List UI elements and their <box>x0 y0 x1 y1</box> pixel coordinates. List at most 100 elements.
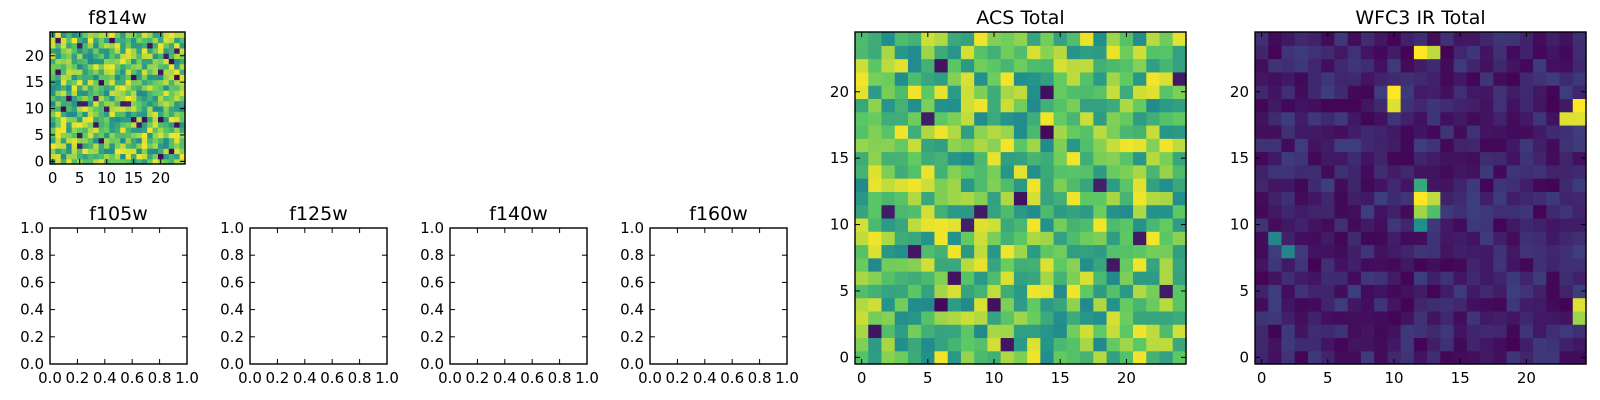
heatmap-cell <box>1106 71 1121 86</box>
heatmap-cell <box>1040 191 1055 206</box>
heatmap-cell <box>1093 45 1108 60</box>
subplot-title: ACS Total <box>976 7 1064 29</box>
heatmap-cell <box>1519 350 1534 365</box>
heatmap-cell <box>1066 337 1081 352</box>
heatmap-cell <box>1146 324 1161 339</box>
heatmap-cell <box>1000 324 1015 339</box>
heatmap-cell <box>55 111 62 118</box>
heatmap-cell <box>77 116 83 123</box>
heatmap-cell <box>1080 244 1094 259</box>
heatmap-cell <box>1466 32 1481 46</box>
heatmap-cell <box>1000 257 1015 272</box>
heatmap-cell <box>1533 191 1547 206</box>
heatmap-cell <box>174 58 181 65</box>
heatmap-cell <box>1493 98 1508 113</box>
heatmap-cell <box>60 148 67 155</box>
heatmap-cell <box>141 90 148 96</box>
heatmap-cell <box>87 58 94 65</box>
heatmap-cell <box>947 350 962 365</box>
x-tick-label: 0 <box>48 169 58 187</box>
heatmap-cell <box>93 148 100 155</box>
heatmap-cell <box>881 284 896 299</box>
heatmap-cell <box>109 53 116 59</box>
heatmap-cell <box>1321 257 1336 272</box>
heatmap-cell <box>147 47 154 54</box>
heatmap-cell <box>163 32 170 38</box>
heatmap-cell <box>77 58 83 65</box>
heatmap-cell <box>1053 164 1068 179</box>
heatmap-cell <box>1427 71 1441 86</box>
heatmap-cell <box>158 127 164 133</box>
heatmap-cell <box>120 121 127 128</box>
heatmap-cell <box>66 47 73 54</box>
heatmap-cell <box>1040 204 1055 219</box>
heatmap-cell <box>907 350 922 365</box>
heatmap-cell <box>1294 337 1309 352</box>
heatmap-cell <box>1000 85 1015 99</box>
heatmap-cell <box>1347 297 1362 312</box>
heatmap-cell <box>1387 111 1402 126</box>
heatmap-cell <box>158 121 164 128</box>
heatmap-cell <box>158 148 164 155</box>
heatmap-cell <box>131 116 137 123</box>
heatmap-cell <box>1159 32 1174 46</box>
heatmap-cell <box>1307 164 1322 179</box>
heatmap-cell <box>1255 350 1269 365</box>
heatmap-cell <box>1119 284 1134 299</box>
heatmap-cell <box>98 47 105 54</box>
heatmap-cell <box>1493 111 1508 126</box>
heatmap-cell <box>1172 138 1187 153</box>
heatmap-cell <box>1119 124 1134 139</box>
heatmap-cell <box>77 68 83 75</box>
heatmap-cell <box>1506 111 1521 126</box>
heatmap-cell <box>1172 124 1187 139</box>
heatmap-cell <box>1146 45 1161 60</box>
heatmap-cell <box>152 53 159 59</box>
heatmap-cell <box>921 231 936 246</box>
heatmap-cell <box>1106 231 1121 246</box>
heatmap-cell <box>163 63 170 70</box>
heatmap-cell <box>1374 111 1388 126</box>
heatmap-cell <box>82 127 89 133</box>
heatmap-cell <box>1027 45 1041 60</box>
heatmap-cell <box>1321 58 1336 73</box>
heatmap-cell <box>1559 217 1574 232</box>
heatmap-cell <box>1133 138 1147 153</box>
heatmap-cell <box>1533 231 1547 246</box>
heatmap-cell <box>934 138 949 153</box>
heatmap-cell <box>1546 98 1561 113</box>
heatmap-cell <box>179 90 186 96</box>
heatmap-cell <box>1360 257 1375 272</box>
heatmap-cell <box>1427 217 1441 232</box>
heatmap-cell <box>1000 337 1015 352</box>
heatmap-cell <box>868 58 883 73</box>
heatmap-cell <box>1387 45 1402 60</box>
heatmap-cell <box>163 53 170 59</box>
heatmap-cell <box>1413 257 1428 272</box>
heatmap-cell <box>1255 337 1269 352</box>
heatmap-cell <box>1506 98 1521 113</box>
heatmap-cell <box>114 148 121 155</box>
heatmap-cell <box>55 137 62 144</box>
heatmap-cell <box>60 116 67 123</box>
heatmap-cell <box>87 68 94 75</box>
heatmap-cell <box>136 47 143 54</box>
heatmap-cell <box>1093 204 1108 219</box>
heatmap-cell <box>141 158 148 165</box>
heatmap-cell <box>1360 138 1375 153</box>
heatmap-cell <box>934 45 949 60</box>
heatmap-cell <box>1013 231 1028 246</box>
heatmap-cell <box>71 127 78 133</box>
heatmap-cell <box>1040 151 1055 166</box>
heatmap-cell <box>1427 58 1441 73</box>
heatmap-cell <box>152 84 159 91</box>
heatmap-cell <box>141 32 148 38</box>
heatmap-cell <box>1172 231 1187 246</box>
heatmap-cell <box>1255 310 1269 325</box>
heatmap-cell <box>907 45 922 60</box>
heatmap-cell <box>974 45 988 60</box>
x-tick-label: 0.0 <box>38 369 62 387</box>
heatmap-cell <box>1066 85 1081 99</box>
heatmap-cell <box>50 137 56 144</box>
heatmap-cell <box>1294 124 1309 139</box>
